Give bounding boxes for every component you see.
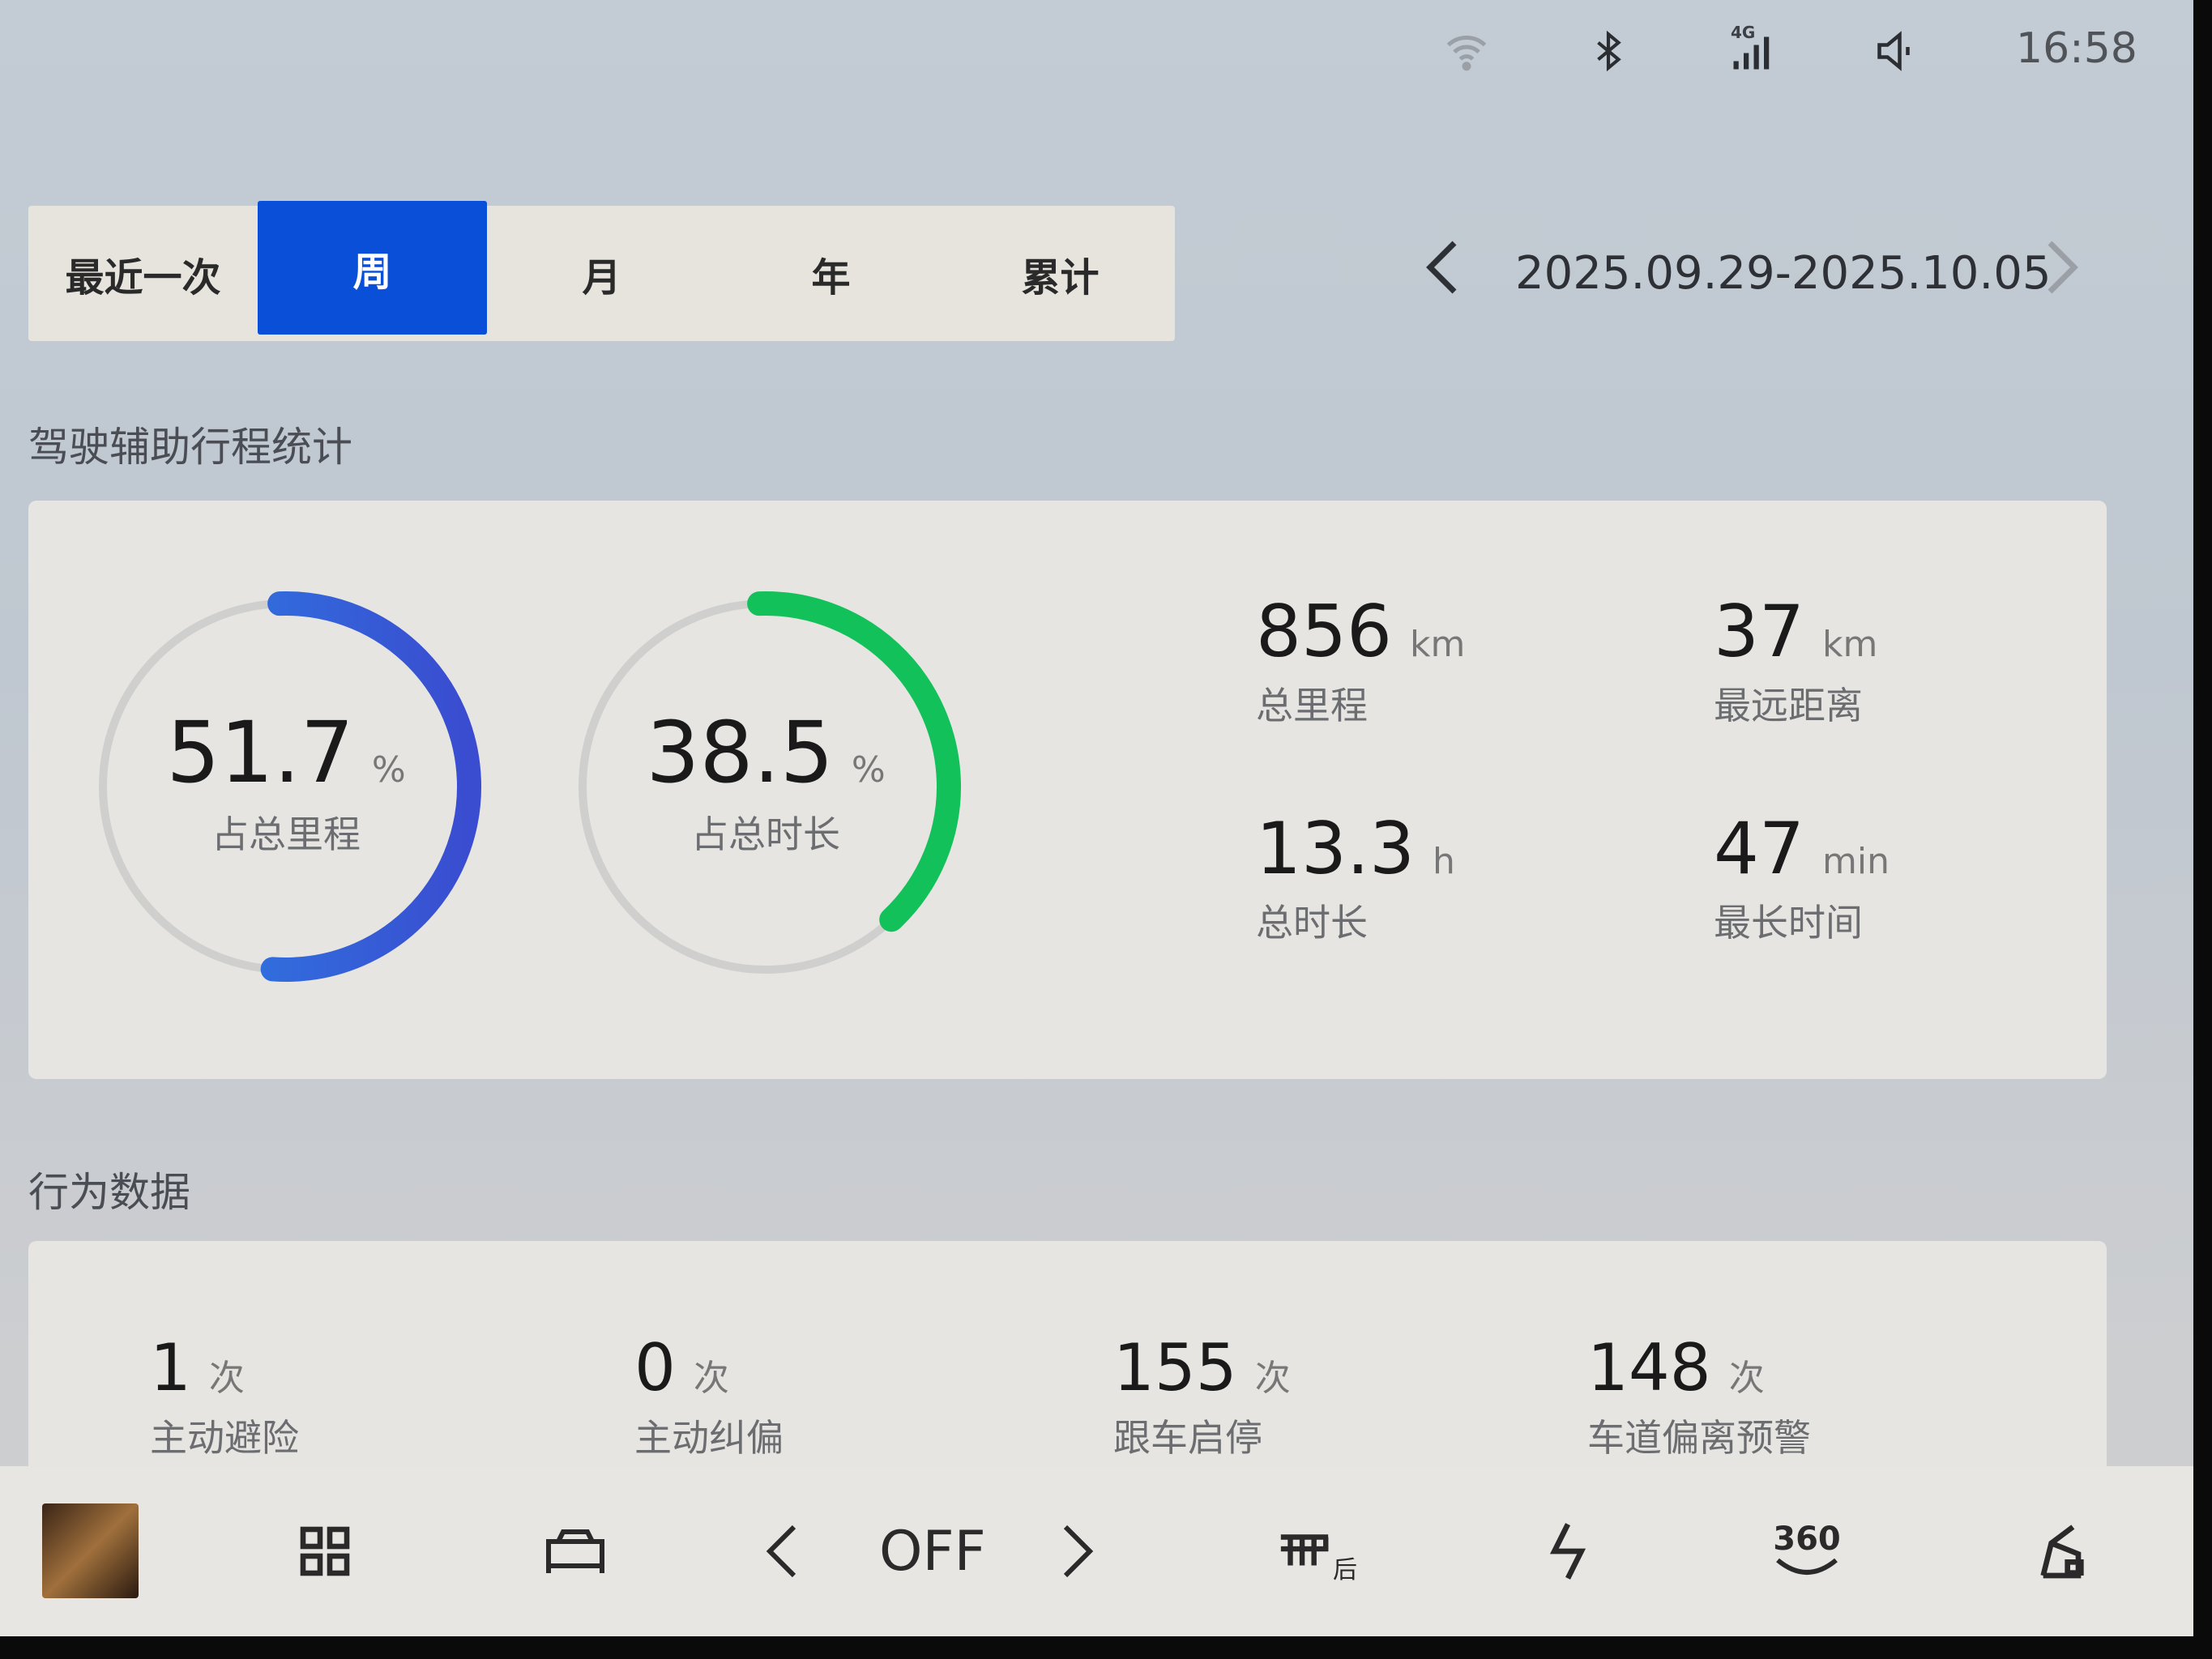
longest-distance-stat: 37 km 最远距离 [1714, 590, 1877, 730]
behavior-label: 跟车启停 [1113, 1416, 1262, 1460]
tab-month[interactable]: 月 [582, 254, 621, 301]
behavior-label: 主动避险 [150, 1416, 299, 1460]
tab-year[interactable]: 年 [811, 254, 851, 301]
wifi-icon [1442, 23, 1491, 79]
volume-icon[interactable] [1872, 23, 1924, 79]
wiper-icon[interactable] [1544, 1515, 1592, 1588]
behavior-card: 1 次主动避险 0 次主动纠偏 155 次跟车启停 148 次车道偏离预警 [28, 1241, 2107, 1484]
longest-time-value: 47 [1714, 807, 1804, 890]
clock: 16:58 [2016, 24, 2137, 73]
period-tabs: 最近一次 周 月 年 累计 [28, 201, 1175, 341]
bezel-bottom [0, 1636, 2212, 1659]
behavior-value: 148 [1587, 1330, 1711, 1405]
mileage-ratio-value: 51.7 [166, 703, 354, 802]
behavior-item: 148 次车道偏离预警 [1587, 1330, 1811, 1462]
mileage-ratio-label: 占总里程 [211, 812, 361, 856]
total-mileage-value: 856 [1256, 590, 1392, 673]
seat-icon[interactable] [2030, 1515, 2095, 1588]
time-ratio-label: 占总时长 [691, 812, 840, 856]
time-ratio-unit: % [851, 749, 886, 791]
date-range: 2025.09.29-2025.10.05 [1515, 247, 2052, 300]
bluetooth-icon[interactable] [1588, 23, 1629, 79]
behavior-item: 1 次主动避险 [150, 1330, 299, 1462]
network-type: 4G [1731, 23, 1756, 42]
time-ratio-value: 38.5 [646, 703, 834, 802]
behavior-label: 主动纠偏 [634, 1416, 784, 1460]
behavior-item: 0 次主动纠偏 [634, 1330, 784, 1462]
bottom-dock [0, 1466, 2193, 1636]
longest-distance-value: 37 [1714, 590, 1804, 673]
mileage-ratio-ring [90, 591, 481, 982]
total-time-value: 13.3 [1256, 807, 1415, 890]
fan-increase-button[interactable] [1057, 1515, 1098, 1588]
next-period-button[interactable] [2042, 235, 2082, 313]
longest-distance-label: 最远距离 [1714, 684, 1863, 727]
total-mileage-label: 总里程 [1256, 684, 1368, 727]
mileage-ratio-arc [90, 591, 481, 982]
car-icon[interactable] [539, 1515, 612, 1588]
fan-decrease-button[interactable] [762, 1515, 802, 1588]
bezel-right [2193, 0, 2212, 1659]
behavior-value: 1 [150, 1330, 191, 1405]
total-mileage-stat: 856 km 总里程 [1256, 590, 1465, 730]
behavior-item: 155 次跟车启停 [1113, 1330, 1291, 1462]
media-album-art[interactable] [42, 1503, 139, 1598]
time-ratio-ring [570, 591, 961, 982]
longest-distance-unit: km [1821, 624, 1878, 665]
assist-stats-card: 51.7% 占总里程 38.5% 占总时长 856 km 总里程 37 km 最远距… [28, 501, 2107, 1079]
longest-time-stat: 47 min 最长时间 [1714, 807, 1890, 947]
signal-4g-icon: 4G [1726, 23, 1778, 79]
total-time-label: 总时长 [1256, 901, 1368, 945]
total-time-unit: h [1432, 841, 1455, 882]
behavior-unit: 次 [693, 1358, 729, 1399]
tab-latest[interactable]: 最近一次 [65, 254, 221, 301]
mileage-ratio-unit: % [371, 749, 406, 791]
prev-period-button[interactable] [1422, 235, 1463, 313]
behavior-value: 0 [634, 1330, 676, 1405]
longest-time-label: 最长时间 [1714, 901, 1863, 945]
total-mileage-unit: km [1409, 624, 1466, 665]
behavior-unit: 次 [208, 1358, 245, 1399]
time-ratio-arc [570, 591, 961, 982]
tab-week[interactable]: 周 [258, 201, 487, 335]
camera-360-icon[interactable]: 360 [1770, 1515, 1843, 1588]
behavior-unit: 次 [1254, 1358, 1291, 1399]
fan-state: OFF [879, 1519, 986, 1584]
behavior-title: 行为数据 [28, 1169, 190, 1216]
behavior-value: 155 [1113, 1330, 1237, 1405]
rear-defrost-icon[interactable]: 后 [1276, 1515, 1357, 1588]
behavior-unit: 次 [1728, 1358, 1765, 1399]
camera-360-label: 360 [1773, 1520, 1841, 1558]
assist-stats-title: 驾驶辅助行程统计 [28, 424, 352, 471]
rear-defrost-label: 后 [1333, 1556, 1357, 1584]
total-time-stat: 13.3 h 总时长 [1256, 807, 1455, 947]
apps-grid-icon[interactable] [296, 1515, 354, 1588]
tab-cumulative[interactable]: 累计 [1021, 254, 1100, 301]
behavior-label: 车道偏离预警 [1587, 1416, 1811, 1460]
longest-time-unit: min [1821, 841, 1890, 882]
